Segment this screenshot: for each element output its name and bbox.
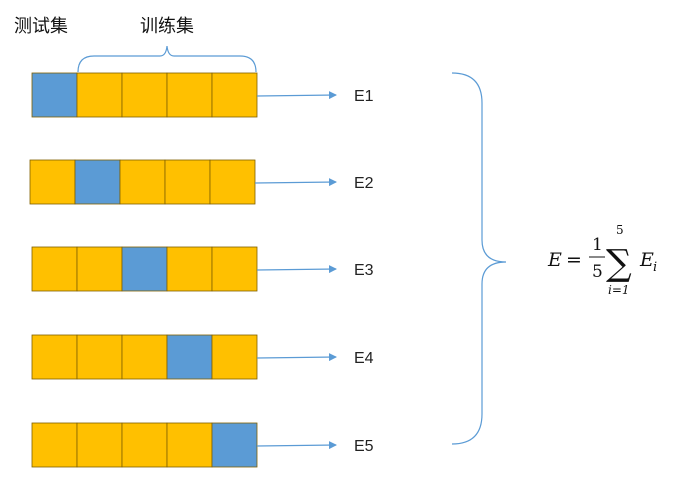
fold-result-label: E1 <box>354 88 374 105</box>
fold-arrow <box>256 441 337 450</box>
train-fold-cell <box>31 334 78 380</box>
train-fold-cell <box>29 159 76 205</box>
train-fold-cell <box>76 246 123 292</box>
formula-numerator: 1 <box>592 235 603 255</box>
test-fold-cell <box>211 422 258 468</box>
formula-lhs: E <box>547 249 562 271</box>
train-set-brace <box>77 45 257 73</box>
fold-row-5: E5 <box>31 422 374 468</box>
train-fold-cell <box>166 422 213 468</box>
formula-term-subscript: i <box>653 260 657 275</box>
sum-symbol: ∑ <box>606 243 632 284</box>
train-fold-cell <box>121 334 168 380</box>
formula-equals: = <box>566 249 582 271</box>
fold-arrow <box>256 265 337 274</box>
train-fold-cell <box>31 246 78 292</box>
fold-arrow <box>254 178 337 187</box>
train-fold-cell <box>209 159 256 205</box>
folds-layer: E1 E2 E3 E4 E5 <box>29 72 374 468</box>
test-fold-cell <box>74 159 121 205</box>
train-fold-cell <box>31 422 78 468</box>
train-fold-cell <box>121 422 168 468</box>
formula-sum-upper: 5 <box>616 223 624 237</box>
train-fold-cell <box>211 334 258 380</box>
fold-row-4: E4 <box>31 334 374 380</box>
fold-result-label: E5 <box>354 438 374 455</box>
train-set-label: 训练集 <box>140 16 194 37</box>
train-fold-cell <box>76 72 123 118</box>
fold-arrow <box>256 91 337 100</box>
fold-result-label: E4 <box>354 350 374 367</box>
train-fold-cell <box>166 246 213 292</box>
train-fold-cell <box>121 72 168 118</box>
fold-row-1: E1 <box>31 72 374 118</box>
train-fold-cell <box>166 72 213 118</box>
train-fold-cell <box>119 159 166 205</box>
train-fold-cell <box>76 422 123 468</box>
fold-arrow <box>256 353 337 362</box>
test-fold-cell <box>166 334 213 380</box>
train-fold-cell <box>76 334 123 380</box>
test-set-label: 测试集 <box>14 16 68 37</box>
train-fold-cell <box>211 246 258 292</box>
train-fold-cell <box>211 72 258 118</box>
fold-row-2: E2 <box>29 159 374 205</box>
test-fold-cell <box>31 72 78 118</box>
fold-result-label: E3 <box>354 262 374 279</box>
test-fold-cell <box>121 246 168 292</box>
formula-denominator: 5 <box>592 262 603 282</box>
average-formula: E = 1 5 5 ∑ i=1 E i <box>547 223 657 297</box>
fold-row-3: E3 <box>31 246 374 292</box>
results-brace <box>451 72 507 445</box>
formula-sum-lower: i=1 <box>608 283 630 297</box>
formula-term: E <box>639 249 654 271</box>
train-fold-cell <box>164 159 211 205</box>
fold-result-label: E2 <box>354 175 374 192</box>
